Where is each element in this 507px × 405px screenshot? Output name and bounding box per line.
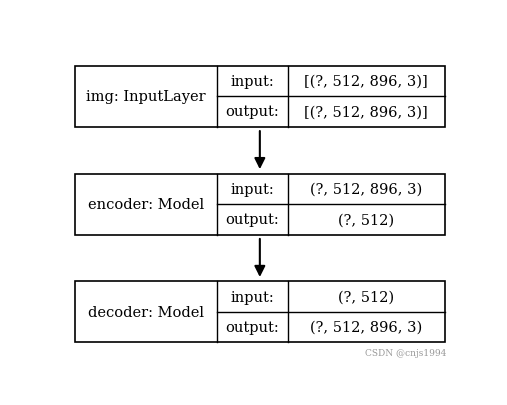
- Bar: [75, 282, 445, 343]
- Text: CSDN @cnjs1994: CSDN @cnjs1994: [365, 348, 447, 357]
- Bar: [75, 66, 445, 127]
- Text: (?, 512, 896, 3): (?, 512, 896, 3): [310, 182, 422, 196]
- Text: (?, 512): (?, 512): [338, 213, 394, 227]
- Text: input:: input:: [231, 75, 274, 89]
- Text: output:: output:: [226, 105, 279, 119]
- Text: input:: input:: [231, 290, 274, 304]
- Bar: [75, 174, 445, 235]
- Text: [(?, 512, 896, 3)]: [(?, 512, 896, 3)]: [304, 75, 428, 89]
- Text: encoder: Model: encoder: Model: [88, 198, 204, 211]
- Text: input:: input:: [231, 182, 274, 196]
- Text: img: InputLayer: img: InputLayer: [87, 90, 206, 104]
- Text: (?, 512): (?, 512): [338, 290, 394, 304]
- Text: (?, 512, 896, 3): (?, 512, 896, 3): [310, 320, 422, 334]
- Text: decoder: Model: decoder: Model: [88, 305, 204, 319]
- Text: [(?, 512, 896, 3)]: [(?, 512, 896, 3)]: [304, 105, 428, 119]
- Text: output:: output:: [226, 213, 279, 227]
- Text: output:: output:: [226, 320, 279, 334]
